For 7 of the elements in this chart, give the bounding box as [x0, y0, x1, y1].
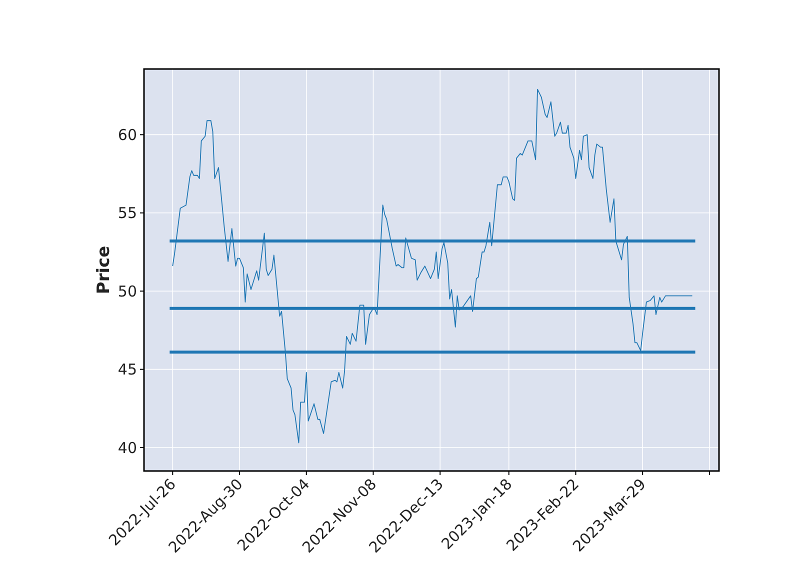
line-series: [172, 88, 693, 444]
y-axis-title: Price: [94, 246, 114, 294]
y-tick-label: 40: [118, 438, 137, 457]
y-tick-label: 55: [118, 204, 137, 222]
y-tick-label: 50: [118, 282, 137, 300]
y-tick-label: 45: [118, 360, 137, 379]
y-tick-label: 60: [118, 126, 137, 144]
